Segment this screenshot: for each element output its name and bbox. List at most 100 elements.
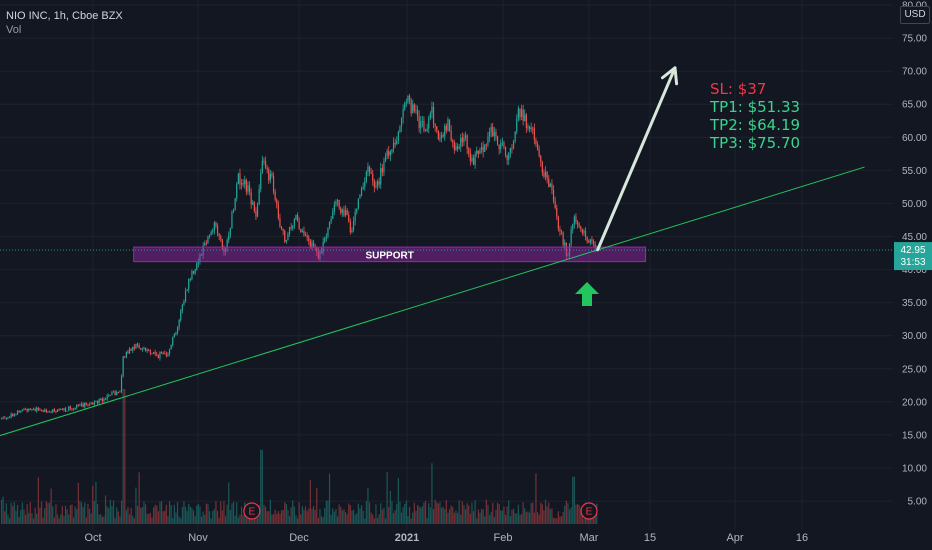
candle-body [413,104,415,111]
volume-bar [576,503,579,524]
candle-body [119,391,121,393]
candle-body [66,410,68,412]
volume-bar [352,509,355,524]
volume-bar [31,513,33,524]
volume-bar [138,472,140,524]
volume-bar [296,518,299,524]
candle-body [437,130,439,140]
volume-bar [189,506,191,524]
candle-body [220,236,222,239]
volume-bar [420,507,422,524]
volume-bar [20,510,22,524]
candle-body [274,191,276,200]
candle-body [330,218,332,222]
candle-body [512,140,515,149]
x-tick-label: 2021 [395,532,419,544]
candle-body [373,181,375,188]
volume-bar [255,517,257,524]
candle-body [120,376,123,392]
candle-body [509,147,511,153]
volume-bar [444,509,446,524]
candle-body [335,201,337,205]
volume-bar [453,512,455,524]
volume-bar [66,509,68,524]
y-tick-label: 65.00 [902,100,927,111]
candle-body [117,392,119,393]
candle-body [13,414,15,417]
candle-body [535,139,537,145]
candle-body [122,356,124,377]
candle-body [460,137,462,147]
volume-bar [359,508,361,524]
volume-bar [208,511,211,524]
volume-bar [548,502,550,524]
candle-body [98,399,100,404]
candle-body [112,391,115,393]
volume-bar [181,507,183,524]
volume-bar [215,501,217,524]
candle-body [199,254,201,262]
price-tag-countdown: 31:53 [900,257,925,268]
candle-body [55,411,57,412]
candle-body [88,404,91,406]
candle-body [10,413,12,418]
candle-body [180,310,182,320]
earnings-marker-icon [243,502,261,520]
candle-body [434,123,436,127]
candle-body [392,142,395,150]
candle-body [44,409,46,412]
volume-bar [152,507,155,524]
candle-body [93,401,95,405]
candle-body [309,240,311,249]
candle-body [556,207,558,217]
volume-bar [148,513,150,524]
volume-bar [525,511,527,524]
candle-body [279,218,281,227]
volume-bar [541,504,543,524]
candle-body [282,228,284,231]
x-tick-label: Dec [289,532,309,544]
candle-body [210,232,212,236]
candle-body [84,402,86,408]
candle-body [402,109,404,118]
volume-bar [125,509,127,524]
volume-bar [429,507,431,524]
candle-body [570,229,572,245]
candle-body [524,114,526,121]
volume-bar [140,507,142,524]
x-tick-label: Mar [580,532,599,544]
candle-body [586,236,588,242]
candle-body [135,344,137,349]
volume-bar [477,509,479,524]
candle-body [144,347,147,351]
x-tick-label: Nov [188,532,208,544]
candle-body [183,301,185,305]
volume-bar [279,513,281,524]
volume-bar [268,511,270,524]
currency-button[interactable]: USD [900,6,930,24]
candle-body [356,208,358,213]
candle-body [295,215,297,220]
y-tick-label: 5.00 [908,497,928,508]
volume-bar [213,509,215,524]
volume-bar [84,502,86,524]
volume-bar [151,517,153,524]
candle-body [565,242,567,256]
volume-bar [501,510,503,524]
candle-body [197,261,199,264]
volume-bar [285,503,287,524]
candle-body [226,240,228,249]
candle-body [544,171,547,177]
volume-bar [468,505,470,524]
candle-body [536,144,539,150]
candle-body [490,126,492,133]
candle-body [29,409,31,410]
target-3-label: TP3: $75.70 [710,134,801,152]
candle-body [290,227,292,229]
volume-bar [408,506,411,524]
candle-body [90,402,92,405]
candle-body [296,215,299,222]
candle-body [346,210,348,215]
volume-bar [53,517,55,524]
